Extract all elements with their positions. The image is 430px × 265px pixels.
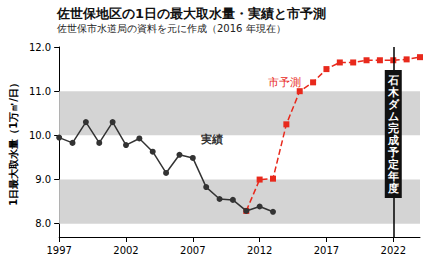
svg-text:1日最大取水量（1万㎥/日）: 1日最大取水量（1万㎥/日） (8, 78, 19, 206)
svg-text:9.0: 9.0 (35, 174, 51, 185)
svg-text:1997: 1997 (46, 245, 71, 256)
svg-text:定: 定 (387, 157, 399, 171)
svg-text:木: 木 (387, 85, 399, 99)
svg-text:実績: 実績 (200, 133, 223, 146)
svg-text:10.0: 10.0 (29, 130, 51, 141)
svg-text:予: 予 (387, 145, 399, 159)
svg-text:成: 成 (387, 133, 399, 147)
svg-text:8.0: 8.0 (35, 218, 51, 229)
svg-text:佐世保地区の1日の最大取水量・実績と市予測: 佐世保地区の1日の最大取水量・実績と市予測 (56, 6, 326, 21)
svg-text:11.0: 11.0 (29, 86, 51, 97)
svg-text:年: 年 (387, 169, 399, 183)
svg-text:佐世保市水道局の資料を元に作成（2016 年現在）: 佐世保市水道局の資料を元に作成（2016 年現在） (57, 23, 286, 34)
svg-text:2012: 2012 (247, 245, 272, 256)
svg-text:度: 度 (387, 182, 399, 195)
svg-text:2017: 2017 (314, 245, 339, 256)
svg-text:12.0: 12.0 (29, 42, 51, 53)
svg-text:ダ: ダ (387, 97, 399, 111)
svg-text:2022: 2022 (381, 245, 406, 256)
svg-text:市予測: 市予測 (268, 76, 301, 89)
svg-text:ム: ム (387, 109, 399, 123)
svg-text:2007: 2007 (180, 245, 205, 256)
svg-text:石: 石 (387, 73, 399, 87)
svg-text:2002: 2002 (113, 245, 138, 256)
svg-text:完: 完 (387, 121, 399, 135)
